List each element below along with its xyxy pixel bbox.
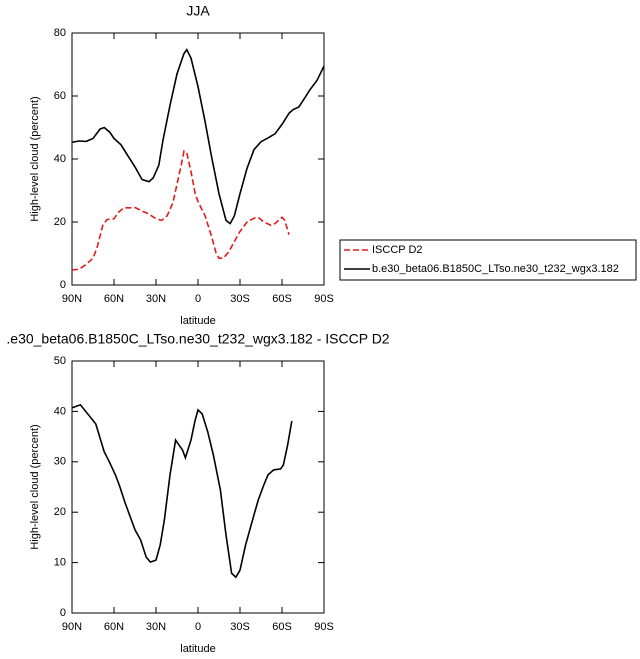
x-tick-label: 90S [314, 621, 334, 633]
data-line [71, 48, 325, 225]
legend-box [339, 239, 637, 281]
chart-title: JJA [186, 3, 210, 19]
x-tick-label: 0 [195, 621, 201, 633]
y-tick-label: 80 [54, 27, 66, 39]
x-tick-label: 90S [314, 293, 334, 305]
x-tick-label: 90N [62, 621, 82, 633]
x-tick-label: 90N [62, 293, 82, 305]
legend-label: b.e30_beta06.B1850C_LTso.ne30_t232_wgx3.… [372, 263, 619, 275]
y-tick-label: 30 [54, 456, 66, 468]
x-tick-label: 60S [272, 621, 292, 633]
y-tick-label: 50 [54, 355, 66, 367]
x-tick-label: 60S [272, 293, 292, 305]
x-tick-label: 30S [230, 621, 250, 633]
plot-frame [71, 32, 325, 286]
y-axis-label: High-level cloud (percent) [29, 424, 41, 549]
x-tick-label: 60N [104, 293, 124, 305]
x-axis-label: latitude [180, 315, 215, 327]
y-tick-label: 0 [60, 607, 66, 619]
y-axis-label: High-level cloud (percent) [29, 96, 41, 221]
y-tick-label: 40 [54, 405, 66, 417]
x-tick-label: 30S [230, 293, 250, 305]
legend-label: ISCCP D2 [372, 244, 423, 256]
x-tick-label: 30N [146, 621, 166, 633]
y-tick-label: 40 [54, 153, 66, 165]
x-tick-label: 30N [146, 293, 166, 305]
x-tick-label: 0 [195, 293, 201, 305]
y-tick-label: 60 [54, 90, 66, 102]
chart-title: .e30_beta06.B1850C_LTso.ne30_t232_wgx3.1… [6, 331, 389, 347]
y-tick-label: 10 [54, 557, 66, 569]
y-tick-label: 0 [60, 279, 66, 291]
y-tick-label: 20 [54, 506, 66, 518]
plot-frame [71, 360, 325, 614]
x-tick-label: 60N [104, 621, 124, 633]
x-axis-label: latitude [180, 643, 215, 655]
y-tick-label: 20 [54, 216, 66, 228]
data-line [71, 403, 293, 579]
data-line [71, 149, 290, 271]
